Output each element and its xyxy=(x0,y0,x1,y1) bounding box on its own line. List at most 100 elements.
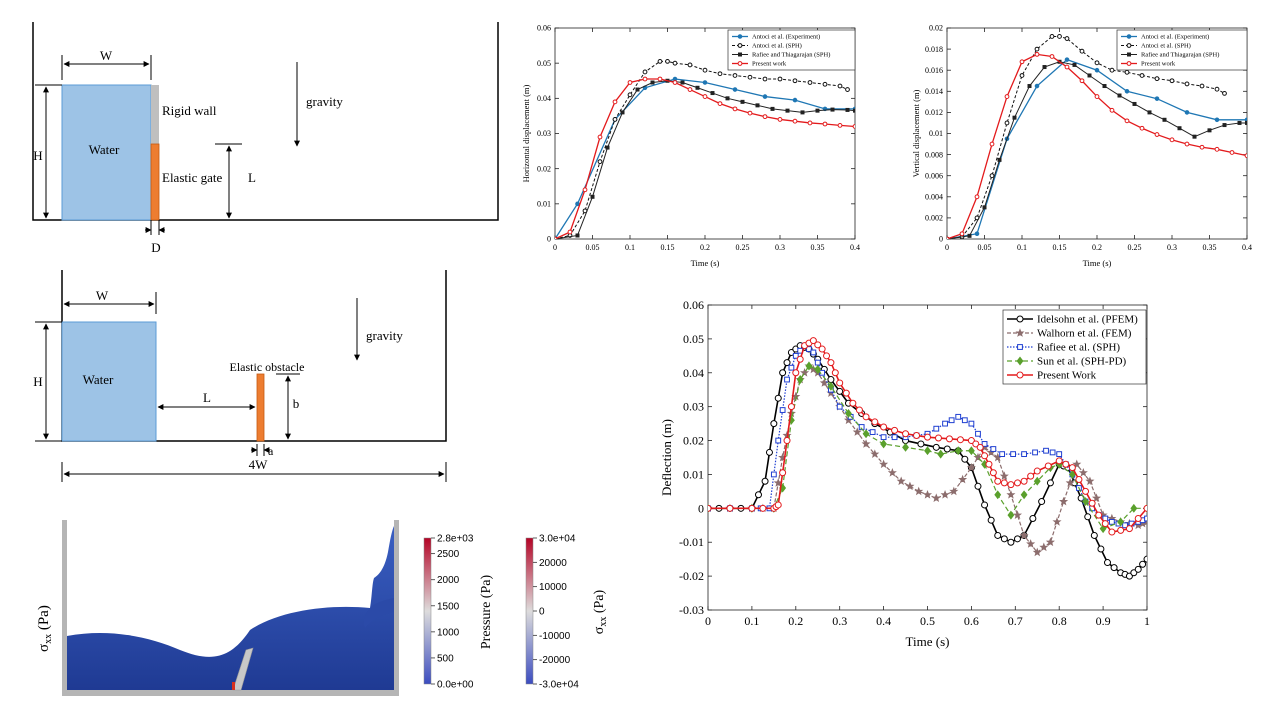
data-point xyxy=(1019,73,1025,78)
series-present-work xyxy=(555,76,855,239)
chart-vertical-displacement: 0 0.05 0.1 0.15 0.2 0.25 0.3 0.35 0.4 0 0.002 0.004… xyxy=(911,24,1252,268)
y-tick-label: 0.016 xyxy=(925,66,943,75)
colorbar-tick-label: 2.8e+03 xyxy=(437,534,474,545)
data-point xyxy=(1045,537,1055,547)
data-point xyxy=(887,468,897,477)
data-point xyxy=(836,387,844,395)
y-tick-label: 0.012 xyxy=(925,108,943,117)
data-point xyxy=(1000,479,1008,487)
water-column xyxy=(61,321,157,442)
series-antoci-experiment xyxy=(947,57,1247,239)
data-point xyxy=(665,59,670,64)
data-point xyxy=(1102,84,1107,89)
data-point xyxy=(754,491,762,499)
legend-entry: Sun et al. (SPH-PD) xyxy=(1037,356,1127,368)
data-point xyxy=(1222,91,1227,96)
data-point xyxy=(597,134,603,140)
data-point xyxy=(612,117,618,122)
data-point xyxy=(974,194,980,200)
fluid-region xyxy=(67,526,394,690)
data-point xyxy=(1065,478,1075,487)
colorbar-tick-label: 500 xyxy=(437,653,454,664)
data-point xyxy=(1029,515,1037,522)
data-point xyxy=(981,441,988,447)
b-label: b xyxy=(293,396,300,411)
data-point xyxy=(1088,499,1096,507)
data-point xyxy=(1034,51,1040,57)
data-point xyxy=(1139,560,1147,568)
data-point xyxy=(1192,134,1197,139)
data-point xyxy=(657,76,663,82)
data-point xyxy=(1124,89,1130,94)
data-point xyxy=(1033,467,1041,475)
x-axis-label: Time (s) xyxy=(1083,258,1112,268)
data-point xyxy=(1087,73,1092,78)
legend: Antoci et al. (Experiment) Antoci et al. … xyxy=(727,29,856,71)
data-point xyxy=(1032,449,1038,456)
data-point xyxy=(779,469,787,477)
data-point xyxy=(1084,513,1092,521)
data-point xyxy=(612,99,618,105)
data-point xyxy=(1184,110,1190,115)
gravity-label: gravity xyxy=(306,94,343,109)
fourw-label: 4W xyxy=(249,457,269,472)
data-point xyxy=(762,76,768,82)
data-point xyxy=(590,194,595,199)
x-tick-label: 0.3 xyxy=(1167,243,1177,252)
data-point xyxy=(1075,476,1083,484)
x-tick-label: 0.8 xyxy=(1052,614,1067,628)
data-point xyxy=(987,516,995,524)
data-point xyxy=(717,101,723,107)
data-point xyxy=(1049,34,1055,39)
data-point xyxy=(976,443,984,451)
data-point xyxy=(1184,81,1190,87)
elastic-obstacle-label: Elastic obstacle xyxy=(230,360,305,374)
data-point xyxy=(1052,517,1062,526)
y-tick-label: 0.02 xyxy=(929,24,943,33)
data-point xyxy=(999,471,1009,480)
data-point xyxy=(1021,451,1027,458)
data-point xyxy=(785,108,790,113)
y-tick-label: 0.05 xyxy=(683,332,704,346)
data-point xyxy=(1132,101,1137,106)
data-point xyxy=(1126,34,1132,39)
data-point xyxy=(1016,371,1024,379)
data-point xyxy=(792,78,798,84)
data-point xyxy=(672,80,678,85)
x-tick-label: 0.6 xyxy=(964,614,979,628)
data-point xyxy=(917,440,925,448)
data-point xyxy=(933,425,940,432)
data-point xyxy=(1039,542,1049,552)
bottom-wall xyxy=(62,690,399,696)
data-point xyxy=(1082,497,1089,507)
y-tick-label: 0.02 xyxy=(683,434,704,448)
colorbar-tick-label: -20000 xyxy=(539,655,571,666)
data-point xyxy=(1103,559,1111,567)
x-tick-label: 0.1 xyxy=(744,614,759,628)
data-point xyxy=(989,469,997,477)
data-point xyxy=(1019,59,1025,65)
x-tick-label: 0.15 xyxy=(661,243,675,252)
data-point xyxy=(967,446,975,456)
colorbar-tick-label: -3.0e+04 xyxy=(539,680,579,691)
data-point xyxy=(770,106,775,111)
rigid-wall-label: Rigid wall xyxy=(162,103,217,118)
data-point xyxy=(967,233,972,238)
data-point xyxy=(990,446,997,452)
series-rafiee-sph xyxy=(555,78,855,239)
data-point xyxy=(1177,126,1182,131)
data-point xyxy=(902,442,909,452)
data-point xyxy=(726,504,734,512)
data-point xyxy=(880,439,888,449)
y-tick-label: 0.01 xyxy=(537,200,551,209)
data-point xyxy=(822,121,828,127)
x-tick-label: 0.25 xyxy=(1128,243,1142,252)
data-point xyxy=(1126,61,1132,66)
data-point xyxy=(1042,65,1047,70)
d-label: D xyxy=(151,240,160,255)
data-point xyxy=(1127,52,1131,57)
data-point xyxy=(975,430,981,437)
legend-entry: Present Work xyxy=(1037,370,1097,382)
data-point xyxy=(1134,565,1142,573)
data-point xyxy=(836,379,844,387)
